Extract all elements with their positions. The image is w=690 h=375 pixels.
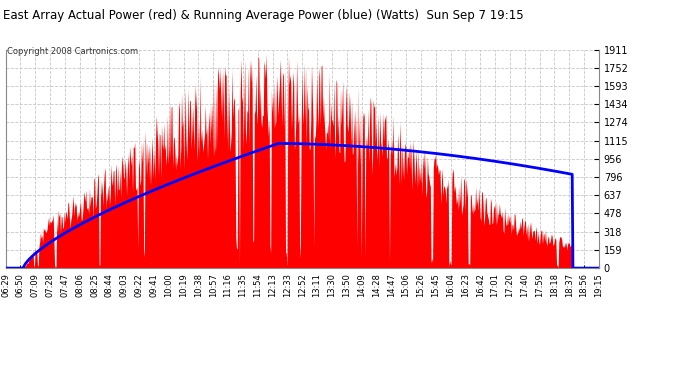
Text: Copyright 2008 Cartronics.com: Copyright 2008 Cartronics.com bbox=[7, 47, 138, 56]
Text: East Array Actual Power (red) & Running Average Power (blue) (Watts)  Sun Sep 7 : East Array Actual Power (red) & Running … bbox=[3, 9, 524, 22]
